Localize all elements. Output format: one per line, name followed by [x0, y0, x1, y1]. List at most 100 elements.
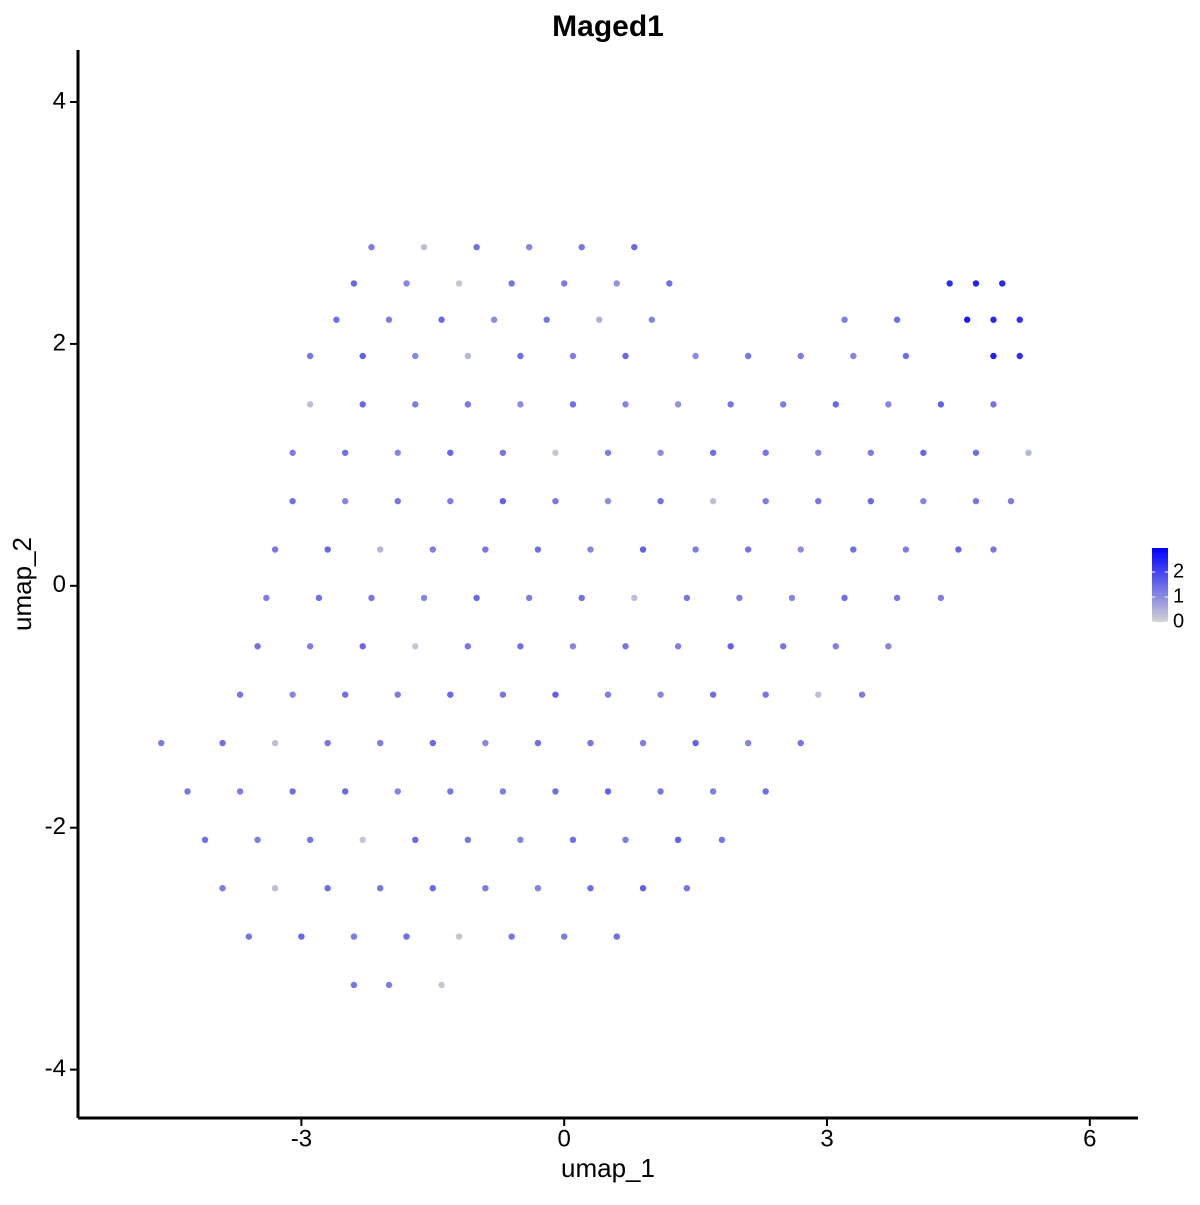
- point: [963, 316, 971, 323]
- point: [902, 352, 910, 360]
- point: [657, 497, 664, 505]
- colorbar: [1152, 548, 1168, 622]
- point: [867, 449, 875, 456]
- point: [692, 546, 699, 553]
- point: [587, 739, 594, 747]
- point: [780, 643, 787, 650]
- point: [762, 788, 769, 795]
- point: [447, 497, 454, 505]
- point: [613, 933, 620, 940]
- point: [744, 739, 752, 747]
- point: [306, 352, 314, 360]
- point: [482, 546, 489, 553]
- point: [604, 497, 612, 505]
- point: [560, 280, 568, 287]
- point: [245, 933, 253, 940]
- point: [709, 788, 717, 795]
- point: [350, 280, 358, 287]
- point: [972, 497, 980, 505]
- point: [578, 594, 585, 602]
- point: [324, 739, 331, 747]
- point: [666, 280, 673, 287]
- point: [972, 280, 980, 287]
- point: [447, 691, 454, 698]
- point: [525, 243, 533, 251]
- point: [350, 981, 358, 989]
- point: [955, 546, 962, 553]
- point: [885, 643, 892, 650]
- point: [850, 352, 857, 360]
- point: [744, 352, 752, 360]
- point: [464, 836, 472, 844]
- point: [403, 280, 410, 287]
- point: [429, 546, 436, 553]
- point: [850, 546, 857, 553]
- point: [438, 316, 445, 323]
- point: [762, 691, 769, 698]
- point: [306, 643, 314, 650]
- point: [639, 739, 647, 747]
- point: [298, 933, 305, 940]
- point: [412, 401, 419, 408]
- point: [560, 933, 568, 940]
- point: [271, 884, 279, 892]
- point: [455, 933, 463, 940]
- point: [429, 739, 436, 747]
- colorbar-tick-label: 2: [1173, 560, 1184, 582]
- point: [482, 739, 489, 747]
- point: [236, 788, 244, 795]
- x-tick-label: 0: [558, 1125, 571, 1152]
- point: [569, 401, 577, 408]
- point: [254, 643, 261, 650]
- point: [885, 401, 892, 408]
- point: [657, 788, 664, 795]
- point: [412, 352, 419, 360]
- point: [341, 497, 349, 505]
- point: [683, 884, 691, 892]
- point: [1007, 497, 1015, 505]
- y-tick-label: -4: [45, 1055, 66, 1082]
- y-tick-label: 4: [53, 87, 66, 114]
- point: [341, 788, 349, 795]
- y-tick-label: 0: [53, 571, 66, 598]
- point: [359, 836, 366, 844]
- point: [482, 884, 489, 892]
- point: [762, 449, 769, 456]
- point: [709, 497, 717, 505]
- point: [359, 352, 366, 360]
- point: [639, 884, 647, 892]
- point: [622, 352, 629, 360]
- point: [368, 594, 375, 602]
- point: [341, 449, 349, 456]
- point: [333, 316, 340, 323]
- point: [394, 691, 401, 698]
- point: [377, 884, 384, 892]
- y-tick-label: -2: [45, 813, 66, 840]
- colorbar-tick-label: 1: [1173, 585, 1184, 607]
- point: [832, 401, 839, 408]
- point: [893, 594, 901, 602]
- point: [990, 316, 997, 323]
- point: [622, 643, 629, 650]
- point: [552, 497, 559, 505]
- point: [341, 691, 349, 698]
- point: [867, 497, 875, 505]
- point: [438, 981, 445, 989]
- point: [385, 981, 393, 989]
- point: [858, 691, 866, 698]
- point: [552, 449, 559, 456]
- point: [788, 594, 796, 602]
- point: [902, 546, 910, 553]
- point: [499, 497, 507, 505]
- point: [359, 643, 366, 650]
- point: [587, 884, 594, 892]
- point: [674, 401, 682, 408]
- point: [587, 546, 594, 553]
- point: [797, 739, 804, 747]
- point: [1016, 316, 1023, 323]
- point: [613, 280, 620, 287]
- point: [683, 594, 691, 602]
- point: [289, 497, 296, 505]
- point: [569, 352, 577, 360]
